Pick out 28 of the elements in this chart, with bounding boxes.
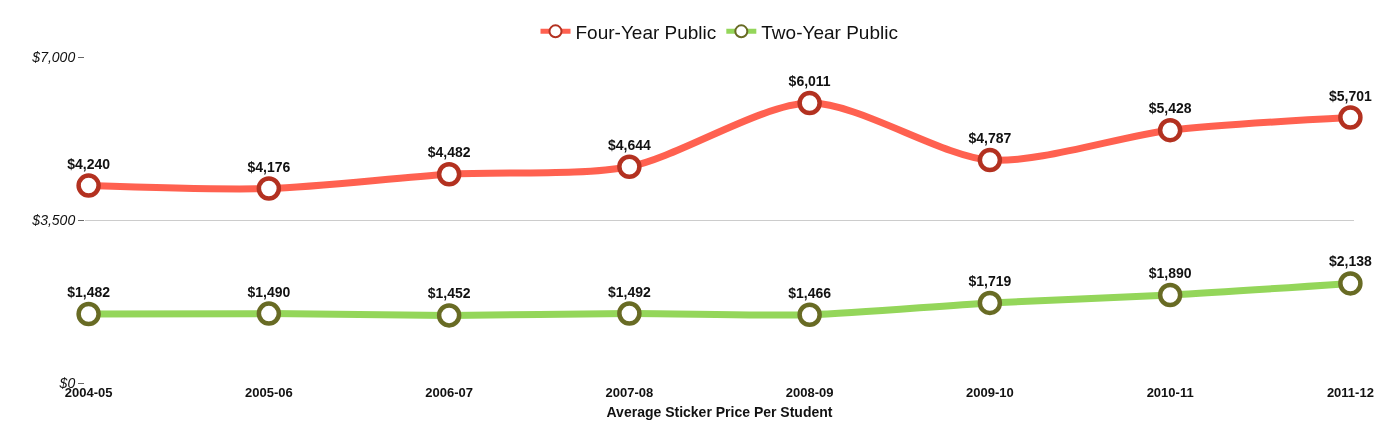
x-tick-label: 2007-08 [605, 385, 654, 400]
data-label: $4,787 [968, 130, 1012, 147]
data-label: $4,176 [247, 158, 291, 175]
data-label: $5,701 [1328, 87, 1373, 104]
y-tick-label: $7,000 [31, 48, 76, 65]
data-label: $1,482 [67, 283, 111, 300]
x-tick-label: 2010-11 [1146, 385, 1194, 400]
data-label: $1,452 [427, 285, 471, 302]
legend-label: Two-Year Public [761, 21, 898, 43]
data-label: $1,466 [788, 284, 832, 301]
data-label: $1,719 [968, 272, 1012, 289]
x-axis-title: Average Sticker Price Per Student [606, 404, 833, 421]
data-label: $4,240 [67, 155, 111, 172]
y-tick-label: $3,500 [31, 211, 76, 228]
data-label: $1,492 [607, 283, 651, 300]
x-tick-label: 2006-07 [425, 385, 473, 400]
legend-label: Four-Year Public [575, 21, 717, 43]
data-label: $4,644 [607, 136, 651, 153]
data-label: $5,428 [1148, 100, 1192, 117]
data-label: $4,482 [427, 144, 471, 161]
x-tick-label: 2005-06 [245, 385, 293, 400]
data-label: $1,490 [247, 283, 291, 300]
x-tick-label: 2009-10 [966, 385, 1014, 400]
data-label: $6,011 [788, 73, 831, 90]
data-label: $1,890 [1148, 264, 1192, 281]
x-tick-label: 2008-09 [785, 385, 834, 400]
x-tick-label: 2011-12 [1326, 385, 1374, 400]
data-label: $2,138 [1328, 253, 1373, 270]
